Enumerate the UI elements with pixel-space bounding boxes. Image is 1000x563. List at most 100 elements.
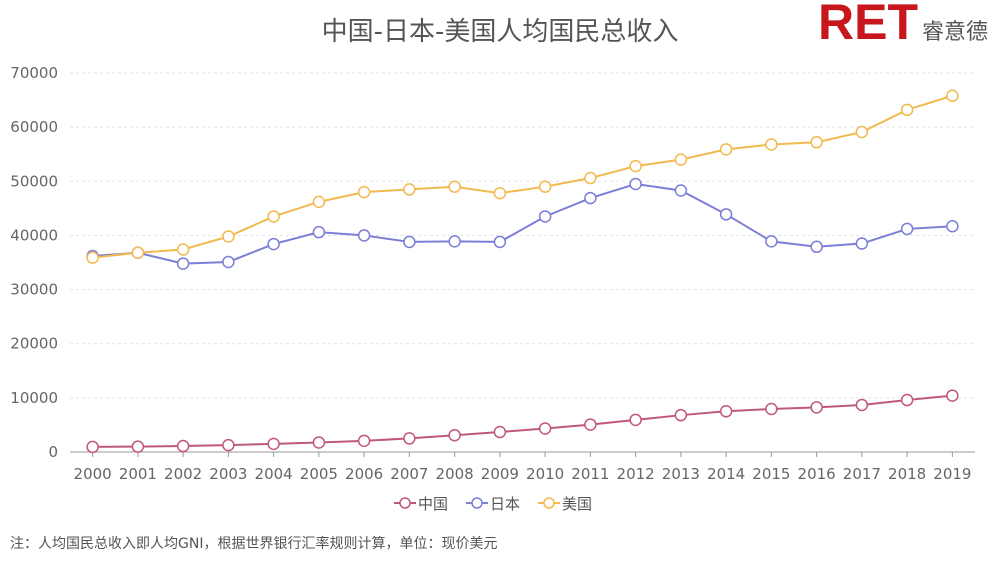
logo-name: 睿意德: [922, 20, 988, 45]
y-tick-label: 50000: [10, 172, 58, 190]
series-0: [86, 389, 959, 454]
data-point: [267, 237, 280, 251]
data-point: [448, 428, 461, 442]
data-point: [493, 235, 507, 249]
x-axis: 2000 2001 2002 2003 2004 2005 2006 2007 2008 2009…: [70, 451, 975, 483]
y-tick-label: 60000: [10, 118, 58, 136]
x-tick-label: 2003: [209, 465, 247, 483]
y-tick-label: 70000: [10, 64, 58, 82]
data-point: [946, 89, 959, 102]
y-tick-label: 30000: [10, 281, 58, 299]
logo: RET 睿意德: [818, 0, 988, 50]
data-point: [448, 235, 461, 248]
data-point: [719, 143, 733, 156]
x-tick-label: 2006: [345, 465, 383, 483]
data-point: [765, 138, 778, 151]
x-tick-label: 2011: [571, 465, 609, 483]
data-point: [131, 440, 145, 453]
data-point: [222, 230, 235, 243]
legend: 中国 日本 美国: [394, 495, 592, 513]
legend-label: 日本: [490, 495, 520, 513]
data-point: [131, 246, 145, 260]
data-point: [538, 210, 552, 223]
x-tick-label: 2004: [255, 465, 293, 483]
data-point: [946, 219, 959, 233]
data-point: [403, 432, 416, 445]
x-tick-label: 2014: [707, 465, 745, 483]
x-tick-label: 2009: [481, 465, 519, 483]
x-tick-label: 2019: [933, 465, 971, 483]
legend-marker: [399, 497, 411, 509]
series-line: [92, 394, 953, 448]
series-1: [86, 177, 959, 270]
legend-label: 美国: [562, 495, 592, 513]
x-tick-label: 2005: [300, 465, 338, 483]
y-tick-label: 20000: [10, 335, 58, 353]
data-point: [403, 183, 416, 196]
data-point: [855, 237, 869, 250]
x-tick-label: 2010: [526, 465, 564, 483]
data-point: [855, 398, 869, 412]
data-point: [493, 425, 507, 439]
x-tick-label: 2015: [752, 465, 790, 483]
data-point: [176, 257, 190, 270]
legend-label: 中国: [418, 495, 448, 513]
data-point: [674, 184, 688, 197]
data-point: [674, 153, 688, 166]
data-point: [312, 225, 326, 239]
data-point: [403, 235, 416, 249]
y-tick-label: 0: [48, 443, 58, 461]
series-line: [92, 94, 953, 259]
data-point: [855, 125, 869, 139]
x-tick-label: 2002: [164, 465, 202, 483]
series-line: [92, 182, 953, 265]
x-tick-label: 2012: [617, 465, 655, 483]
data-point: [448, 180, 461, 193]
data-point: [584, 191, 597, 205]
data-point: [86, 440, 99, 454]
data-point: [86, 251, 99, 264]
legend-marker: [543, 497, 555, 509]
data-point: [357, 229, 371, 242]
data-point: [900, 103, 914, 117]
y-axis: 0 10000 20000 30000 40000 50000 60000 70000: [10, 64, 58, 461]
data-point: [629, 177, 642, 191]
x-tick-label: 2007: [390, 465, 428, 483]
y-tick-label: 40000: [10, 226, 58, 244]
legend-marker: [471, 497, 483, 509]
data-point: [538, 422, 552, 435]
data-point: [222, 438, 235, 452]
x-tick-label: 2001: [119, 465, 157, 483]
data-point: [584, 171, 597, 185]
legend-item: 中国: [394, 495, 448, 513]
data-point: [357, 434, 371, 448]
data-point: [357, 185, 371, 199]
data-point: [719, 208, 733, 221]
series-2: [86, 89, 959, 264]
series: [86, 89, 959, 454]
data-point: [493, 186, 507, 200]
data-point: [946, 389, 959, 402]
x-tick-label: 2017: [843, 465, 881, 483]
data-point: [719, 405, 733, 418]
data-point: [810, 401, 823, 414]
legend-item: 美国: [538, 495, 592, 513]
data-point: [584, 418, 597, 431]
x-tick-label: 2016: [798, 465, 836, 483]
data-point: [810, 136, 823, 149]
data-point: [900, 393, 914, 407]
x-tick-label: 2013: [662, 465, 700, 483]
data-point: [176, 243, 190, 256]
data-point: [765, 235, 778, 248]
y-tick-label: 10000: [10, 389, 58, 407]
data-point: [810, 240, 823, 254]
x-tick-label: 2018: [888, 465, 926, 483]
data-point: [900, 222, 914, 236]
data-point: [267, 437, 280, 451]
data-point: [267, 210, 280, 223]
data-point: [176, 439, 190, 453]
data-point: [629, 159, 642, 173]
grid-lines: [70, 72, 975, 399]
data-point: [312, 195, 326, 209]
